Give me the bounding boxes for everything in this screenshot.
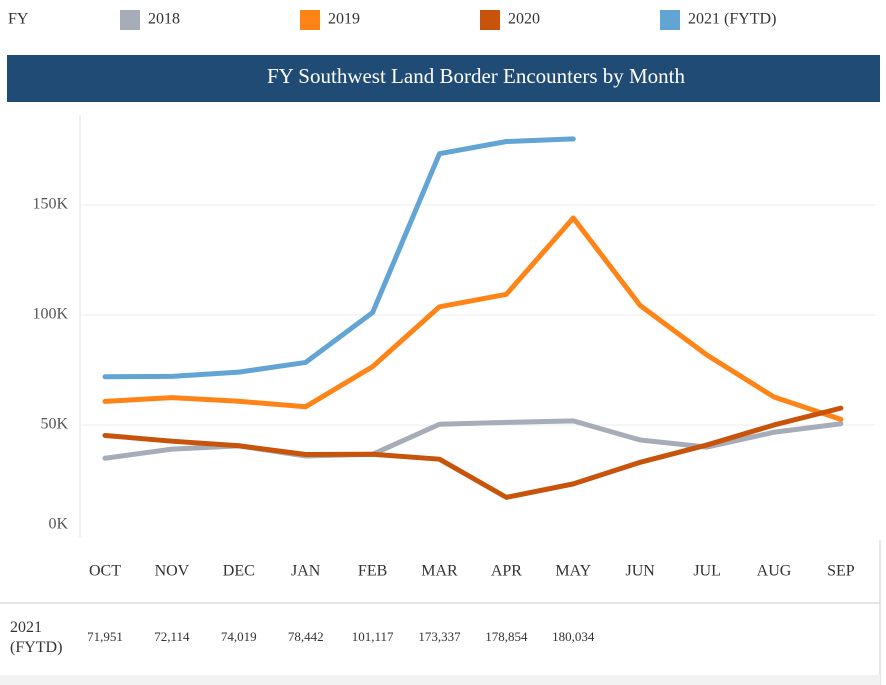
legend-label: 2018: [148, 11, 180, 28]
series-line: [102, 405, 844, 500]
legend-title: FY: [8, 11, 29, 28]
x-tick-label: JUN: [626, 563, 656, 580]
table-row-label: 2021 (FYTD): [10, 619, 62, 656]
legend-label: 2021 (FYTD): [688, 11, 776, 28]
x-tick-label: MAY: [555, 563, 591, 580]
table-cell: 101,117: [352, 629, 394, 644]
table-cell: 71,951: [87, 629, 123, 644]
legend-swatch: [480, 10, 500, 30]
table-cell: 72,114: [154, 629, 190, 644]
x-tick-label: AUG: [757, 563, 792, 580]
x-tick-label: NOV: [155, 563, 190, 580]
x-tick-label: SEP: [827, 563, 855, 580]
title-bar: [7, 55, 880, 102]
table-cell: 180,034: [552, 629, 595, 644]
table-cell: 173,337: [418, 629, 461, 644]
x-tick-label: FEB: [358, 563, 387, 580]
x-tick-label: MAR: [421, 563, 458, 580]
legend-label: 2019: [328, 11, 360, 28]
legend-swatch: [120, 10, 140, 30]
x-tick-label: DEC: [223, 563, 255, 580]
y-tick-label: 50K: [40, 416, 68, 433]
series-line: [102, 215, 844, 422]
x-tick-label: OCT: [89, 563, 121, 580]
chart-title: FY Southwest Land Border Encounters by M…: [267, 64, 686, 88]
series-line: [102, 136, 576, 380]
legend-label: 2020: [508, 11, 540, 28]
legend-swatch: [660, 10, 680, 30]
table-cell: 78,442: [288, 629, 324, 644]
y-tick-label: 100K: [32, 306, 68, 323]
table-cell: 74,019: [221, 629, 257, 644]
table-footer: [0, 675, 880, 685]
x-tick-label: APR: [491, 563, 522, 580]
y-tick-label: 150K: [32, 196, 68, 213]
table-cell: 178,854: [485, 629, 528, 644]
x-tick-label: JUL: [693, 563, 721, 580]
legend-swatch: [300, 10, 320, 30]
x-tick-label: JAN: [291, 563, 321, 580]
y-tick-label: 0K: [48, 516, 68, 533]
